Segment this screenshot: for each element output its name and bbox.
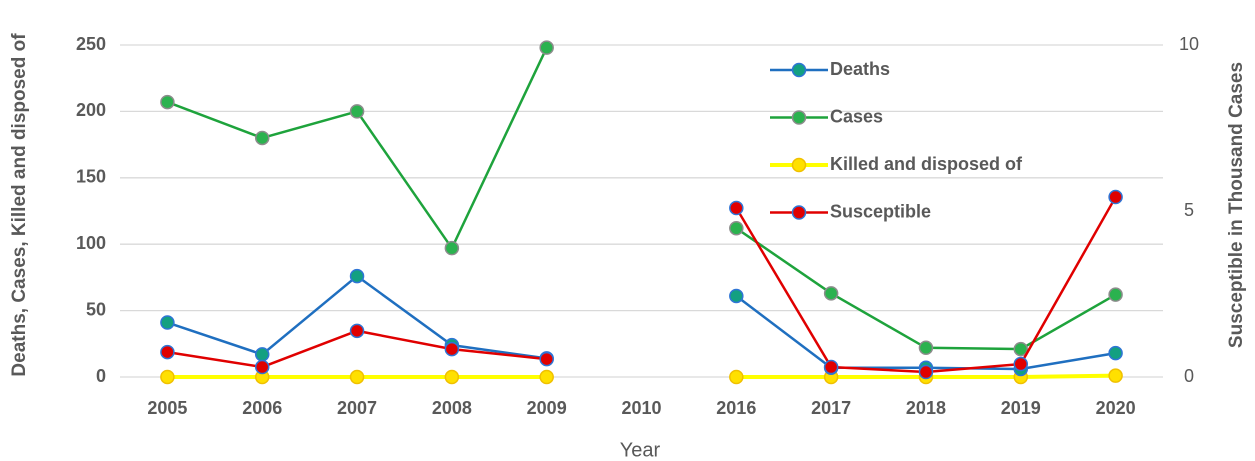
marker bbox=[160, 344, 175, 360]
x-tick-label: 2018 bbox=[906, 398, 946, 418]
x-tick-label: 2017 bbox=[811, 398, 851, 418]
marker bbox=[254, 359, 270, 375]
marker bbox=[349, 369, 365, 385]
x-tick-label: 2010 bbox=[621, 398, 661, 418]
marker bbox=[349, 104, 365, 119]
series-line bbox=[167, 274, 1116, 371]
legend-label: Killed and disposed of bbox=[830, 154, 1023, 174]
marker bbox=[349, 323, 365, 339]
legend-item: Cases bbox=[770, 106, 883, 126]
legend-item: Susceptible bbox=[770, 201, 931, 221]
marker bbox=[539, 351, 554, 367]
y-tick-label: 100 bbox=[76, 233, 106, 253]
marker bbox=[349, 268, 365, 284]
legend-marker bbox=[791, 205, 807, 220]
marker bbox=[1108, 345, 1123, 361]
marker bbox=[918, 364, 934, 380]
marker bbox=[254, 347, 270, 362]
marker bbox=[1108, 189, 1123, 205]
legend-marker bbox=[791, 157, 807, 173]
marker bbox=[729, 221, 744, 236]
x-tick-label: 2019 bbox=[1001, 398, 1041, 418]
series-line bbox=[166, 47, 1117, 351]
marker bbox=[1108, 287, 1123, 302]
x-tick-label: 2020 bbox=[1096, 398, 1136, 418]
marker bbox=[254, 130, 270, 146]
marker bbox=[1108, 368, 1123, 383]
y-tick-label: 50 bbox=[86, 299, 106, 319]
marker bbox=[444, 341, 460, 357]
legend-marker bbox=[791, 110, 807, 125]
legend-label: Cases bbox=[830, 106, 883, 126]
y-tick-label: 200 bbox=[76, 100, 106, 120]
marker bbox=[918, 340, 934, 356]
marker bbox=[729, 200, 744, 216]
x-tick-label: 2006 bbox=[242, 398, 282, 418]
marker bbox=[160, 369, 175, 385]
marker bbox=[444, 240, 460, 256]
marker bbox=[1013, 356, 1029, 372]
x-axis-title: Year bbox=[620, 439, 661, 461]
marker bbox=[823, 286, 839, 301]
x-tick-label: 2008 bbox=[432, 398, 472, 418]
marker bbox=[823, 359, 839, 375]
legend-marker bbox=[791, 62, 807, 78]
legend-item: Deaths bbox=[770, 59, 890, 79]
x-tick-label: 2005 bbox=[147, 398, 187, 418]
y2-tick-label: 0 bbox=[1184, 366, 1194, 386]
legend-item: Killed and disposed of bbox=[770, 154, 1023, 174]
legend-label: Susceptible bbox=[830, 201, 931, 221]
y2-tick-label: 5 bbox=[1184, 200, 1194, 220]
y-tick-label: 0 bbox=[96, 366, 106, 386]
marker bbox=[539, 40, 554, 55]
y2-tick-label: 10 bbox=[1179, 34, 1199, 54]
marker bbox=[160, 315, 175, 330]
y-tick-label: 250 bbox=[76, 34, 106, 54]
y2-axis-title: Susceptible in Thousand Cases bbox=[1226, 62, 1247, 348]
x-tick-label: 2016 bbox=[716, 398, 756, 418]
marker bbox=[729, 369, 744, 385]
marker bbox=[539, 369, 554, 385]
y-axis-title: Deaths, Cases, Killed and disposed of bbox=[9, 33, 30, 377]
grid bbox=[120, 44, 1163, 378]
x-tick-label: 2009 bbox=[527, 398, 567, 418]
marker bbox=[160, 94, 175, 110]
legend-label: Deaths bbox=[830, 59, 890, 79]
marker bbox=[729, 288, 744, 304]
x-tick-label: 2007 bbox=[337, 398, 377, 418]
marker bbox=[1013, 341, 1029, 357]
y-tick-label: 150 bbox=[76, 167, 106, 187]
marker bbox=[444, 369, 460, 385]
series-line bbox=[167, 196, 1117, 374]
